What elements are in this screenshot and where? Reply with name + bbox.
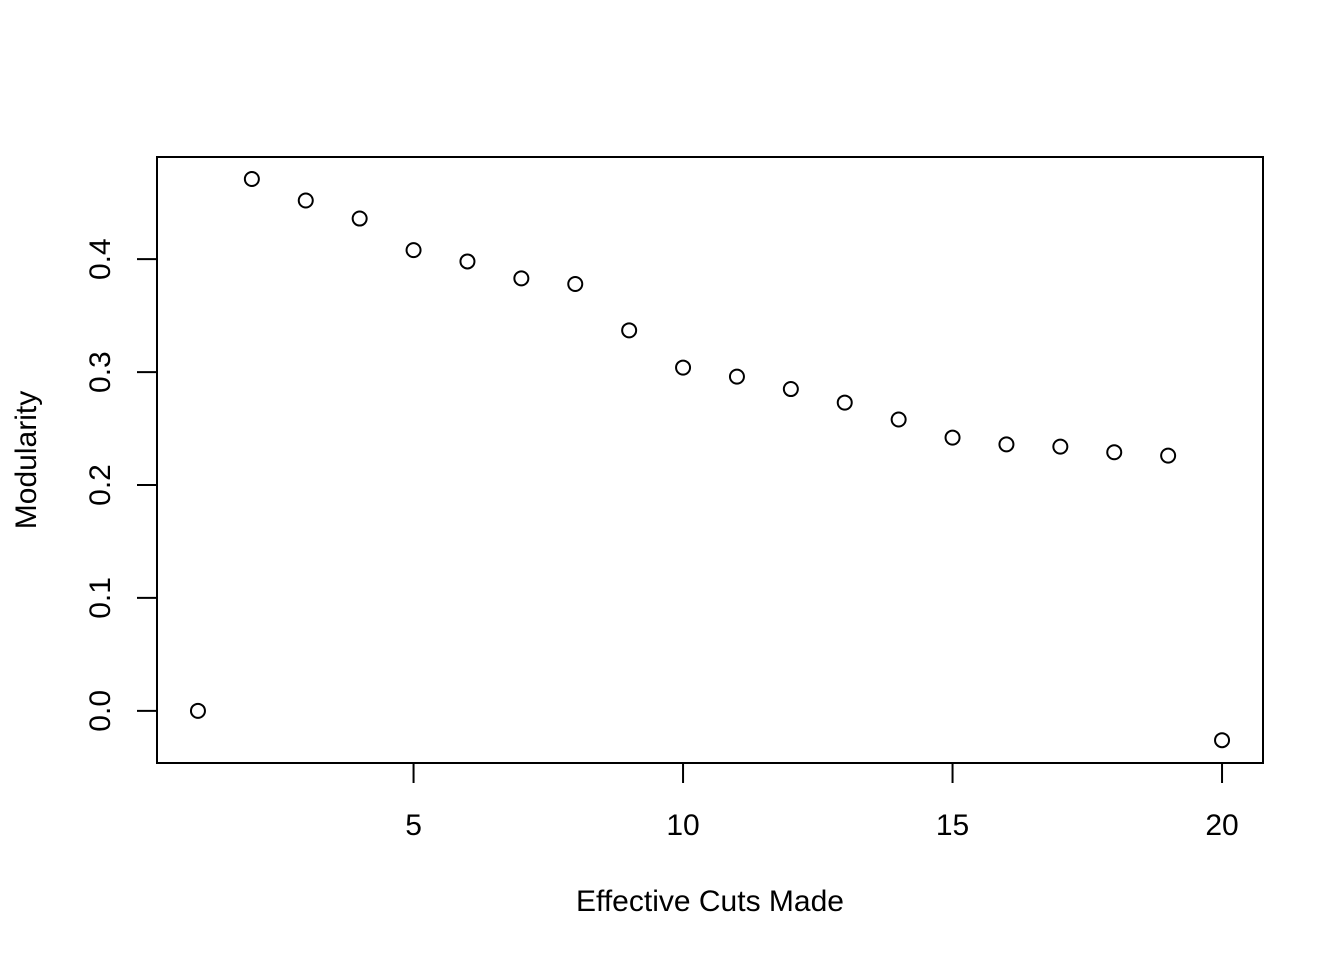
y-axis-title: Modularity [10,391,43,529]
x-tick-label: 10 [666,809,699,842]
y-tick-label: 0.0 [84,690,117,732]
data-point [243,171,260,188]
y-axis: 0.0 0.1 0.2 0.3 0.4 [84,238,158,732]
data-point [513,270,530,287]
data-point [944,429,961,446]
data-point [567,276,584,293]
data-point [621,322,638,339]
x-tick-label: 5 [405,809,422,842]
data-point [1052,438,1069,455]
data-point [405,242,422,259]
y-tick-label: 0.2 [84,464,117,506]
data-point [1160,447,1177,464]
y-tick-label: 0.3 [84,351,117,393]
data-point [998,436,1015,453]
data-point [836,394,853,411]
x-tick-label: 15 [936,809,969,842]
data-point [782,381,799,398]
data-point [1214,732,1231,749]
data-point [351,210,368,227]
data-point [728,368,745,385]
data-point [1106,444,1123,461]
plot-frame [156,156,1264,764]
data-point [297,192,314,209]
data-point [189,702,206,719]
x-axis-title: Effective Cuts Made [576,885,844,918]
y-tick-label: 0.1 [84,577,117,619]
y-tick-label: 0.4 [84,238,117,280]
data-point [890,411,907,428]
x-tick-label: 20 [1205,809,1238,842]
x-axis: 5 10 15 20 [405,762,1239,842]
data-point [675,359,692,376]
data-point [459,253,476,270]
data-points [189,171,1231,749]
